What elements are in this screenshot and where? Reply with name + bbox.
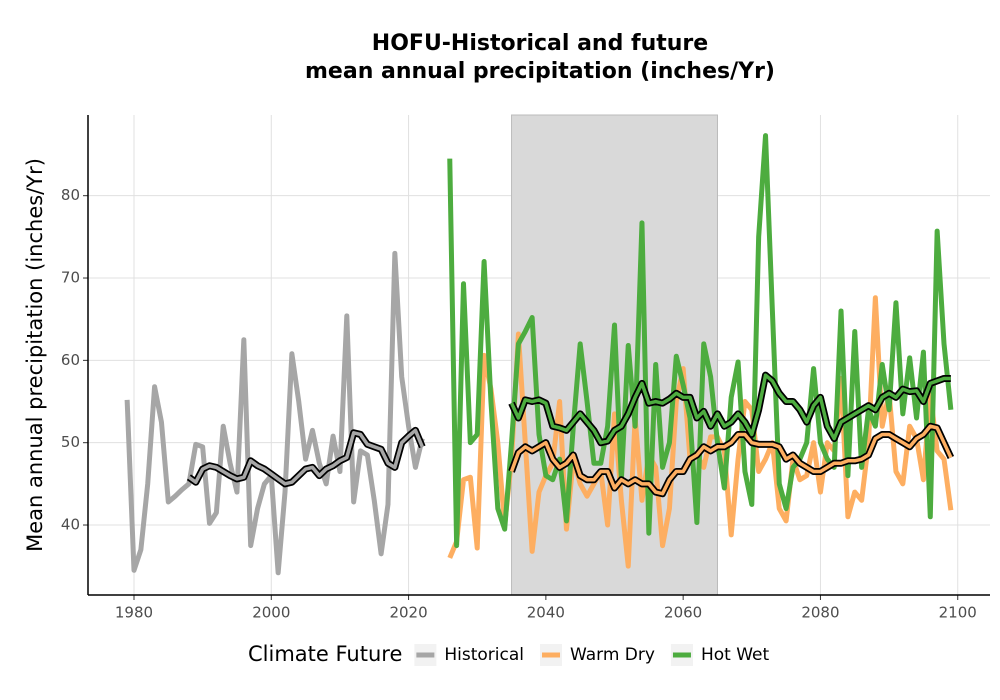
legend-label: Warm Dry bbox=[570, 645, 655, 665]
y-tick-label: 50 bbox=[61, 433, 80, 451]
rolling-mean bbox=[509, 373, 951, 445]
y-tick-label: 40 bbox=[61, 516, 80, 534]
rolling-mean bbox=[187, 428, 424, 486]
x-tick-label: 2000 bbox=[252, 604, 290, 622]
chart-title: HOFU-Historical and future mean annual pr… bbox=[305, 31, 775, 84]
rolling-mean bbox=[509, 424, 953, 496]
y-axis-label: Mean annual precipitation (inches/Yr) bbox=[23, 158, 47, 552]
legend-label: Historical bbox=[444, 645, 524, 665]
x-tick-label: 2100 bbox=[939, 604, 977, 622]
x-tick-label: 2060 bbox=[664, 604, 702, 622]
legend-title: Climate Future bbox=[248, 642, 402, 666]
x-tick-label: 2020 bbox=[389, 604, 427, 622]
y-tick-label: 70 bbox=[61, 269, 80, 287]
legend-label: Hot Wet bbox=[701, 645, 770, 665]
x-tick-label: 2040 bbox=[527, 604, 565, 622]
legend: Climate Future Historical Warm Dry Hot Wet bbox=[248, 642, 769, 666]
series-line bbox=[124, 250, 425, 576]
x-tick-label: 2080 bbox=[801, 604, 839, 622]
x-tick-label: 1980 bbox=[115, 604, 153, 622]
series-line bbox=[447, 133, 954, 549]
y-tick-label: 60 bbox=[61, 351, 80, 369]
y-tick-label: 80 bbox=[61, 186, 80, 204]
